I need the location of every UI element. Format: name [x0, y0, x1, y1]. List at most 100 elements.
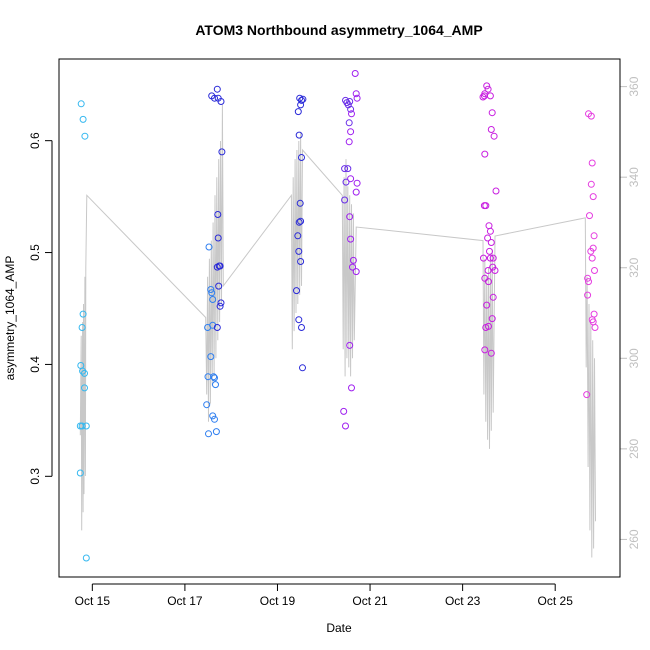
data-point [584, 274, 592, 282]
data-point [487, 349, 495, 357]
data-point [587, 180, 595, 188]
data-point [218, 148, 226, 156]
data-point [216, 262, 224, 270]
data-point [208, 289, 216, 297]
data-point [349, 256, 357, 264]
data-point [295, 247, 303, 255]
data-point [295, 131, 303, 139]
data-point [293, 287, 300, 295]
data-point [352, 90, 360, 98]
data-point [584, 291, 592, 299]
data-point [342, 422, 349, 430]
data-point [484, 234, 492, 242]
data-point [347, 128, 355, 136]
data-point [82, 422, 90, 430]
data-point [296, 199, 304, 207]
data-point [590, 232, 598, 240]
line-series-layer [79, 104, 596, 558]
data-point [587, 247, 595, 255]
data-point [492, 187, 500, 195]
data-point [348, 384, 355, 392]
data-point [210, 373, 218, 381]
data-point [483, 82, 491, 90]
data-point [347, 235, 355, 243]
data-point [484, 267, 492, 274]
data-point [485, 222, 493, 230]
y2-tick-label: 280 [627, 439, 641, 459]
data-point [486, 227, 494, 235]
data-point [481, 346, 489, 354]
data-point [352, 188, 360, 196]
data-point [215, 282, 223, 290]
data-point [345, 138, 353, 146]
y-axis-label: asymmetry_1064_AMP [3, 256, 17, 381]
x-tick-label: Oct 23 [445, 594, 481, 608]
data-point [216, 302, 224, 310]
x-tick-label: Oct 17 [167, 594, 203, 608]
right-axis-line-series [79, 104, 596, 558]
data-point [342, 178, 350, 186]
x-tick-label: Oct 19 [260, 594, 296, 608]
data-point [589, 318, 597, 326]
data-point [340, 407, 348, 415]
data-point [349, 263, 356, 271]
data-point [214, 211, 222, 218]
data-point [586, 212, 593, 220]
data-point [294, 108, 302, 116]
data-point [209, 296, 217, 303]
data-point [352, 268, 360, 276]
chart-title: ATOM3 Northbound asymmetry_1064_AMP [195, 22, 482, 38]
x-tick-label: Oct 15 [75, 594, 111, 608]
data-point [214, 234, 222, 242]
data-point [82, 554, 90, 562]
data-point [590, 310, 598, 318]
data-point [213, 85, 221, 93]
data-point [344, 165, 352, 173]
data-point [341, 196, 349, 204]
data-point [341, 165, 349, 173]
data-point [207, 353, 215, 361]
data-point [295, 218, 303, 226]
data-point [212, 381, 219, 389]
data-point [297, 258, 305, 265]
data-point [487, 126, 495, 133]
data-point [213, 324, 221, 331]
data-point [217, 299, 225, 307]
data-point [345, 119, 353, 127]
data-point [347, 175, 355, 183]
data-point [482, 324, 490, 331]
data-point [346, 98, 354, 105]
data-point [297, 101, 305, 109]
data-point [78, 422, 86, 430]
data-point [79, 115, 87, 123]
y-tick-label: 0.4 [28, 356, 42, 373]
data-point [348, 110, 355, 118]
data-point [205, 243, 213, 251]
data-point [296, 94, 304, 102]
data-point [81, 384, 88, 392]
data-point [486, 247, 493, 255]
data-point [295, 316, 303, 324]
data-point [211, 374, 218, 382]
data-point [298, 96, 305, 104]
data-point [591, 324, 599, 331]
data-point [211, 415, 218, 423]
data-point [347, 105, 355, 113]
x-tick-label: Oct 21 [352, 594, 388, 608]
data-point [481, 150, 489, 158]
data-point [209, 412, 217, 420]
data-point [203, 401, 211, 409]
data-point [491, 267, 499, 274]
axes-layer: Oct 15 Oct 17 Oct 19 Oct 21 Oct 23 Oct 25 0.3 0… [28, 76, 641, 608]
data-point [484, 85, 492, 93]
data-point [79, 310, 87, 318]
data-point [489, 293, 497, 301]
data-point [79, 367, 87, 375]
data-point [488, 315, 496, 323]
data-point [78, 324, 86, 331]
data-point [217, 98, 225, 105]
data-point [76, 469, 84, 477]
x-tick-label: Oct 25 [538, 594, 574, 608]
data-point [490, 132, 498, 140]
